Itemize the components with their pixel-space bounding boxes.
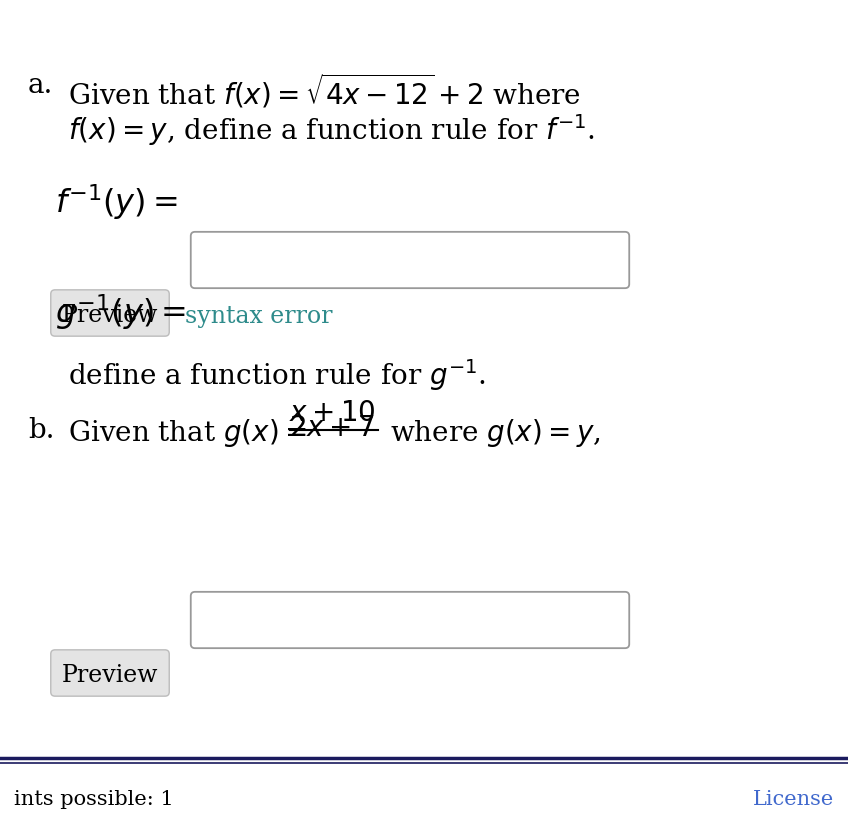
Text: Given that $f(x) = \sqrt{4x - 12} + 2$ where: Given that $f(x) = \sqrt{4x - 12} + 2$ w… <box>68 72 581 111</box>
Text: $f^{-1}(y) =$: $f^{-1}(y) =$ <box>55 182 178 221</box>
Text: Preview: Preview <box>62 665 159 687</box>
Text: License: License <box>753 790 834 809</box>
Text: syntax error: syntax error <box>185 305 332 328</box>
FancyBboxPatch shape <box>51 290 170 336</box>
Text: Given that $g(x) =$: Given that $g(x) =$ <box>68 417 307 449</box>
FancyBboxPatch shape <box>191 232 629 288</box>
Text: Preview: Preview <box>62 305 159 328</box>
FancyBboxPatch shape <box>51 650 170 696</box>
Text: $f(x) = y$, define a function rule for $f^{-1}$.: $f(x) = y$, define a function rule for $… <box>68 112 594 148</box>
Text: where $g(x) = y$,: where $g(x) = y$, <box>390 417 601 449</box>
Text: b.: b. <box>28 417 54 444</box>
Text: $x + 10$: $x + 10$ <box>288 400 376 427</box>
Text: $g^{-1}(y) =$: $g^{-1}(y) =$ <box>55 292 187 332</box>
FancyBboxPatch shape <box>191 592 629 648</box>
Text: ints possible: 1: ints possible: 1 <box>14 790 174 809</box>
Text: define a function rule for $g^{-1}$.: define a function rule for $g^{-1}$. <box>68 357 486 393</box>
Text: $2x + 7$: $2x + 7$ <box>289 415 375 442</box>
Text: a.: a. <box>28 72 53 99</box>
